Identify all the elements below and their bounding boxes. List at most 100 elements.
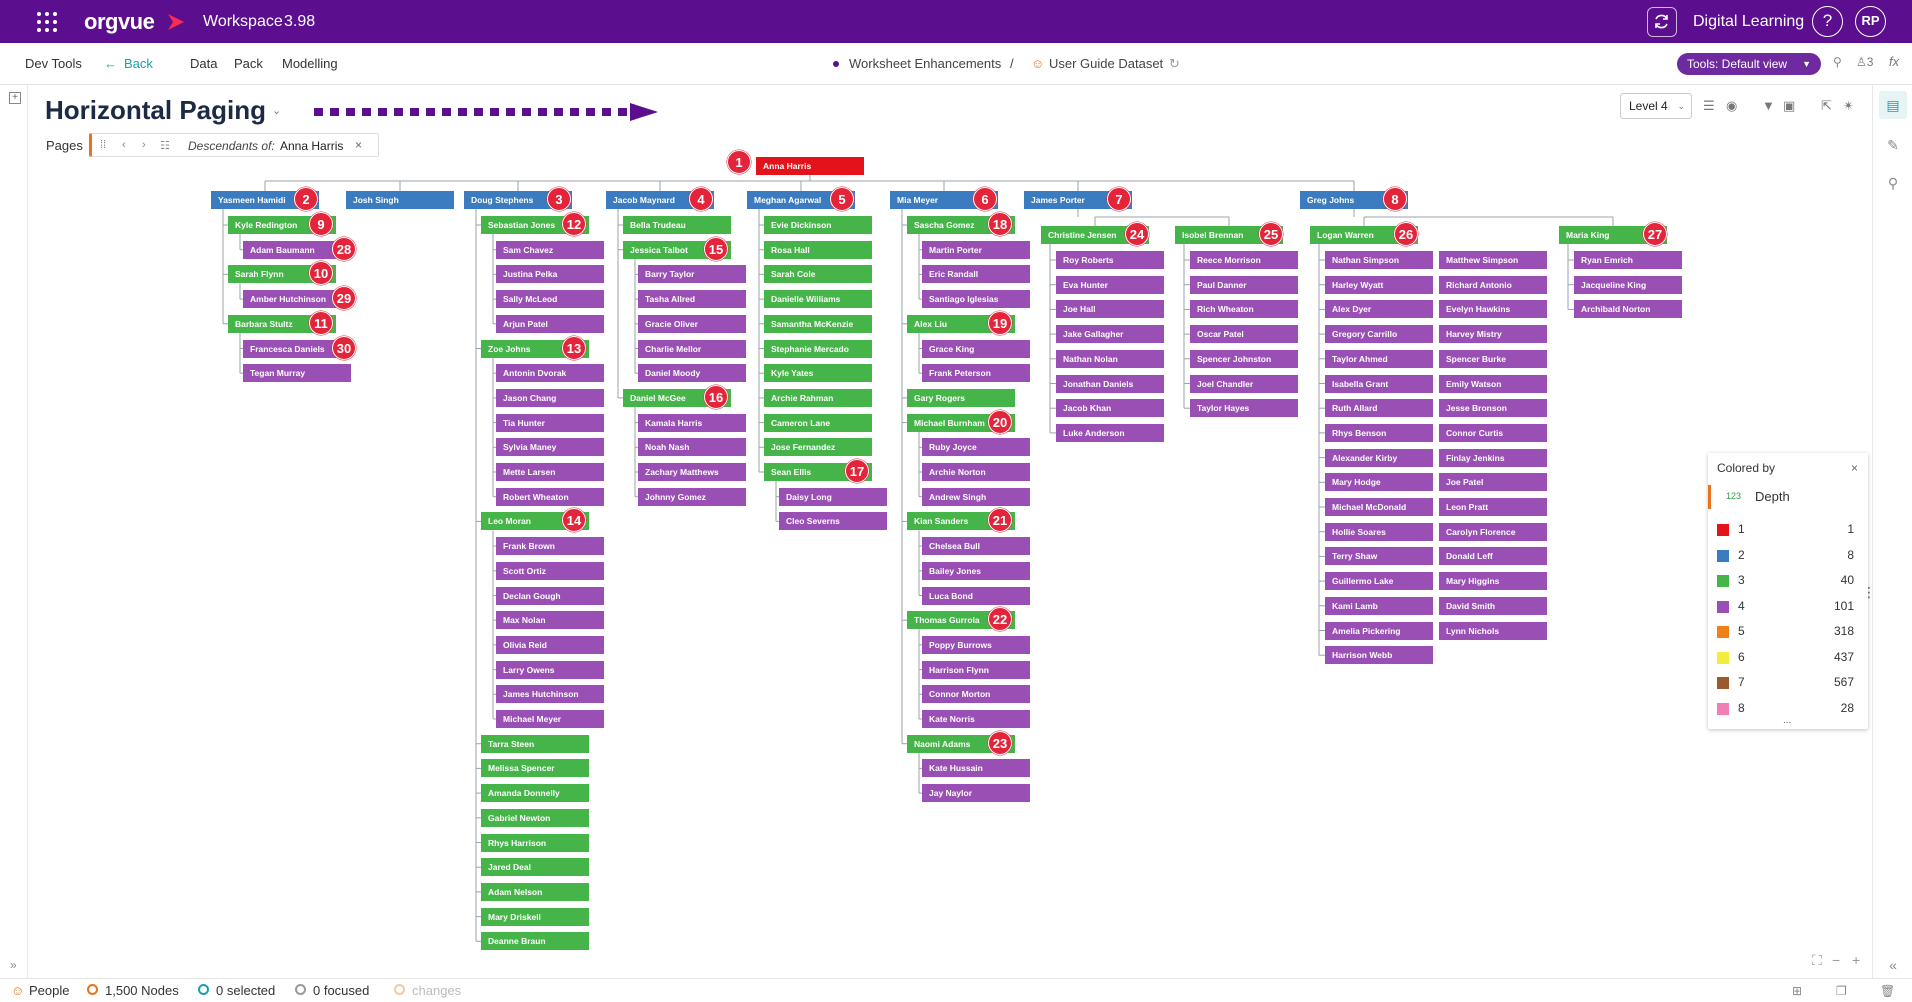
org-node-depth-4[interactable]: Cleo Severns: [779, 512, 887, 531]
org-node-depth-3[interactable]: Danielle Williams: [764, 290, 872, 309]
org-node-depth-3[interactable]: Mary Driskell: [481, 907, 589, 926]
org-node-depth-4[interactable]: Carolyn Florence: [1439, 522, 1547, 541]
org-node-depth-4[interactable]: Tegan Murray: [243, 364, 351, 383]
org-node-depth-4[interactable]: Martin Porter: [922, 240, 1030, 259]
org-node-depth-4[interactable]: Sylvia Maney: [496, 438, 604, 457]
org-node-depth-4[interactable]: Ruby Joyce: [922, 438, 1030, 457]
back-button[interactable]: Back: [124, 56, 153, 71]
org-node-depth-4[interactable]: Charlie Mellor: [638, 339, 746, 358]
org-node-depth-3[interactable]: Bella Trudeau: [623, 216, 731, 234]
data-menu[interactable]: Data: [190, 56, 218, 71]
org-node-depth-4[interactable]: Rich Wheaton: [1190, 300, 1298, 319]
org-node-depth-2[interactable]: Yasmeen Hamidi: [211, 191, 319, 209]
next-page-icon[interactable]: ›: [142, 139, 146, 151]
org-node-depth-4[interactable]: Spencer Burke: [1439, 349, 1547, 368]
status-people[interactable]: People: [29, 983, 70, 998]
formula-button[interactable]: fx: [1889, 54, 1900, 69]
expand-left-icon[interactable]: »: [10, 958, 17, 972]
breadcrumb-worksheet[interactable]: Worksheet Enhancements: [849, 56, 1002, 71]
org-node-depth-3[interactable]: Evie Dickinson: [764, 216, 872, 234]
org-node-depth-4[interactable]: Luca Bond: [922, 586, 1030, 605]
org-node-depth-4[interactable]: Antonin Dvorak: [496, 364, 604, 383]
org-node-depth-2[interactable]: Josh Singh: [346, 191, 454, 209]
org-node-depth-4[interactable]: Taylor Ahmed: [1325, 349, 1433, 368]
back-arrow-icon[interactable]: ←: [104, 56, 117, 71]
org-node-depth-4[interactable]: Hollie Soares: [1325, 522, 1433, 541]
status-changes[interactable]: changes: [412, 983, 462, 998]
org-node-depth-4[interactable]: Amber Hutchinson: [243, 290, 351, 309]
org-node-depth-4[interactable]: Terry Shaw: [1325, 547, 1433, 566]
org-node-depth-3[interactable]: Samantha McKenzie: [764, 314, 872, 333]
org-node-depth-4[interactable]: Taylor Hayes: [1190, 399, 1298, 418]
delete-icon[interactable]: 🗑: [1880, 984, 1896, 998]
org-node-depth-4[interactable]: Roy Roberts: [1056, 251, 1164, 269]
org-node-depth-4[interactable]: Harley Wyatt: [1325, 275, 1433, 294]
org-node-depth-4[interactable]: Nathan Nolan: [1056, 349, 1164, 368]
org-node-depth-4[interactable]: Mary Hodge: [1325, 473, 1433, 492]
org-node-depth-2[interactable]: Meghan Agarwal: [747, 191, 855, 209]
org-node-depth-2[interactable]: James Porter: [1024, 191, 1132, 209]
status-focused[interactable]: 0 focused: [313, 983, 370, 998]
sync-button[interactable]: [1647, 7, 1677, 37]
org-node-depth-4[interactable]: Jason Chang: [496, 388, 604, 407]
org-node-depth-4[interactable]: Chelsea Bull: [922, 537, 1030, 556]
title-chevron-down-icon[interactable]: ⌄: [272, 105, 282, 117]
org-node-depth-4[interactable]: Jacob Khan: [1056, 399, 1164, 418]
org-node-depth-4[interactable]: Eric Randall: [922, 265, 1030, 284]
org-node-depth-4[interactable]: Joe Hall: [1056, 300, 1164, 319]
org-node-depth-2[interactable]: Doug Stephens: [464, 191, 572, 209]
org-node-depth-4[interactable]: Zachary Matthews: [638, 463, 746, 481]
pack-menu[interactable]: Pack: [234, 56, 263, 71]
org-node-depth-4[interactable]: Michael McDonald: [1325, 498, 1433, 516]
dev-tools-menu[interactable]: Dev Tools: [25, 56, 82, 71]
org-node-depth-4[interactable]: Mary Higgins: [1439, 572, 1547, 591]
org-node-depth-4[interactable]: Tasha Allred: [638, 290, 746, 309]
modelling-menu[interactable]: Modelling: [282, 56, 338, 71]
org-node-depth-4[interactable]: Oscar Patel: [1190, 325, 1298, 344]
org-node-depth-4[interactable]: Michael Meyer: [496, 710, 604, 728]
org-node-depth-4[interactable]: Gracie Oliver: [638, 314, 746, 333]
org-node-depth-3[interactable]: Gary Rogers: [907, 388, 1015, 407]
org-node-depth-3[interactable]: Tarra Steen: [481, 734, 589, 753]
share-icon[interactable]: ✴: [1843, 98, 1854, 113]
level-select[interactable]: Level 4 ⌄: [1620, 93, 1692, 119]
search-icon[interactable]: ⚲: [1887, 175, 1899, 191]
pin-icon[interactable]: ⚲: [1833, 55, 1842, 69]
org-node-depth-4[interactable]: Harrison Flynn: [922, 660, 1030, 679]
org-node-depth-4[interactable]: Harvey Mistry: [1439, 325, 1547, 344]
org-node-depth-4[interactable]: Luke Anderson: [1056, 423, 1164, 442]
org-node-depth-4[interactable]: Connor Morton: [922, 685, 1030, 704]
apps-grid-icon[interactable]: [37, 12, 57, 32]
export-icon[interactable]: ⇱: [1821, 98, 1832, 113]
org-node-depth-4[interactable]: Bailey Jones: [922, 561, 1030, 580]
org-node-depth-4[interactable]: Daisy Long: [779, 487, 887, 506]
org-node-depth-4[interactable]: David Smith: [1439, 596, 1547, 615]
org-node-depth-4[interactable]: Paul Danner: [1190, 275, 1298, 294]
org-node-depth-3[interactable]: Stephanie Mercado: [764, 339, 872, 358]
org-node-depth-4[interactable]: Gregory Carrillo: [1325, 325, 1433, 344]
org-node-depth-4[interactable]: Finlay Jenkins: [1439, 448, 1547, 467]
org-node-depth-4[interactable]: Mette Larsen: [496, 463, 604, 481]
add-panel-icon[interactable]: +: [9, 92, 21, 104]
org-node-depth-4[interactable]: Larry Owens: [496, 660, 604, 679]
org-node-depth-4[interactable]: Joel Chandler: [1190, 374, 1298, 393]
legend-row[interactable]: 7 567: [1708, 672, 1868, 692]
org-node-depth-3[interactable]: Christine Jensen: [1041, 226, 1149, 244]
close-icon[interactable]: ×: [1850, 461, 1858, 475]
org-node-depth-3[interactable]: Maria King: [1559, 226, 1667, 244]
user-avatar[interactable]: RP: [1855, 6, 1886, 37]
page-settings-icon[interactable]: ☷: [160, 140, 170, 152]
org-node-depth-4[interactable]: Johnny Gomez: [638, 487, 746, 506]
properties-icon[interactable]: ▤: [1879, 91, 1907, 119]
org-node-depth-3[interactable]: Rosa Hall: [764, 240, 872, 259]
org-node-depth-4[interactable]: Justina Pelka: [496, 265, 604, 284]
org-node-depth-4[interactable]: Max Nolan: [496, 611, 604, 630]
org-node-depth-3[interactable]: Adam Nelson: [481, 882, 589, 901]
org-node-depth-2[interactable]: Jacob Maynard: [606, 191, 714, 209]
org-node-depth-3[interactable]: Melissa Spencer: [481, 759, 589, 778]
refresh-icon[interactable]: ↻: [1169, 56, 1180, 71]
org-node-depth-4[interactable]: Daniel Moody: [638, 364, 746, 383]
org-node-depth-4[interactable]: Leon Pratt: [1439, 498, 1547, 516]
org-node-depth-4[interactable]: Archie Norton: [922, 463, 1030, 481]
